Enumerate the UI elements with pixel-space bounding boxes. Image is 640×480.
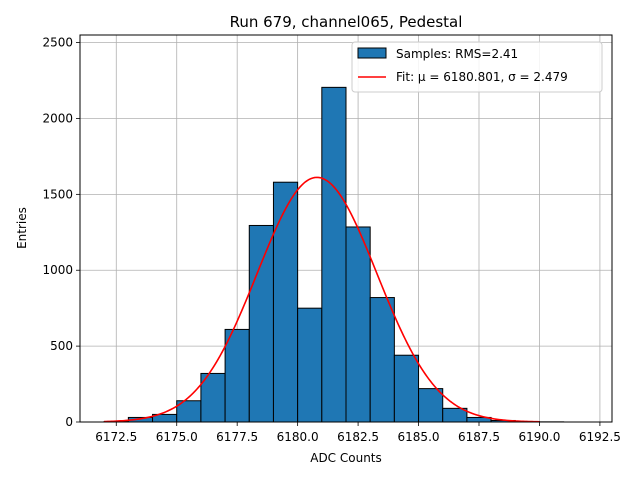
x-tick-label: 6190.0	[518, 430, 560, 444]
x-tick-label: 6182.5	[337, 430, 379, 444]
histogram-bar	[393, 354, 420, 423]
y-tick-label: 2000	[42, 111, 73, 125]
histogram-bar	[297, 307, 323, 423]
y-axis-ticks: 0 500 1000 1500 2000 2500	[42, 36, 80, 429]
histogram-bar	[272, 181, 299, 423]
legend-samples-swatch	[357, 47, 387, 59]
y-tick-label: 1500	[42, 187, 73, 201]
x-axis-label: ADC Counts	[310, 451, 382, 465]
x-tick-label: 6180.0	[277, 430, 319, 444]
histogram-bar	[418, 388, 444, 423]
histogram-bar	[321, 86, 347, 423]
x-tick-label: 6192.5	[579, 430, 621, 444]
legend-samples-label: Samples: RMS=2.41	[396, 47, 518, 61]
histogram-bar	[224, 328, 250, 423]
x-tick-label: 6177.5	[216, 430, 258, 444]
x-tick-label: 6172.5	[95, 430, 137, 444]
legend-box	[351, 41, 603, 93]
histogram-bar	[248, 224, 274, 423]
y-axis-label: Entries	[15, 207, 29, 249]
legend-fit-label: Fit: μ = 6180.801, σ = 2.479	[396, 70, 568, 84]
x-tick-label: 6175.0	[156, 430, 198, 444]
y-tick-label: 0	[65, 415, 73, 429]
plot-frame	[79, 34, 613, 423]
legend: Samples: RMS=2.41 Fit: μ = 6180.801, σ =…	[351, 41, 603, 93]
x-tick-label: 6185.0	[398, 430, 440, 444]
y-tick-label: 2500	[42, 36, 73, 50]
histogram-bar	[345, 226, 371, 423]
y-tick-label: 1000	[42, 263, 73, 277]
y-tick-label: 500	[50, 339, 73, 353]
histogram-bar	[369, 297, 395, 423]
chart-title: Run 679, channel065, Pedestal	[230, 13, 463, 31]
fit-curve	[104, 176, 540, 423]
x-tick-label: 6187.5	[458, 430, 500, 444]
x-axis-ticks: 6172.5 6175.0 6177.5 6180.0 6182.5 6185.0 6187…	[95, 422, 621, 444]
